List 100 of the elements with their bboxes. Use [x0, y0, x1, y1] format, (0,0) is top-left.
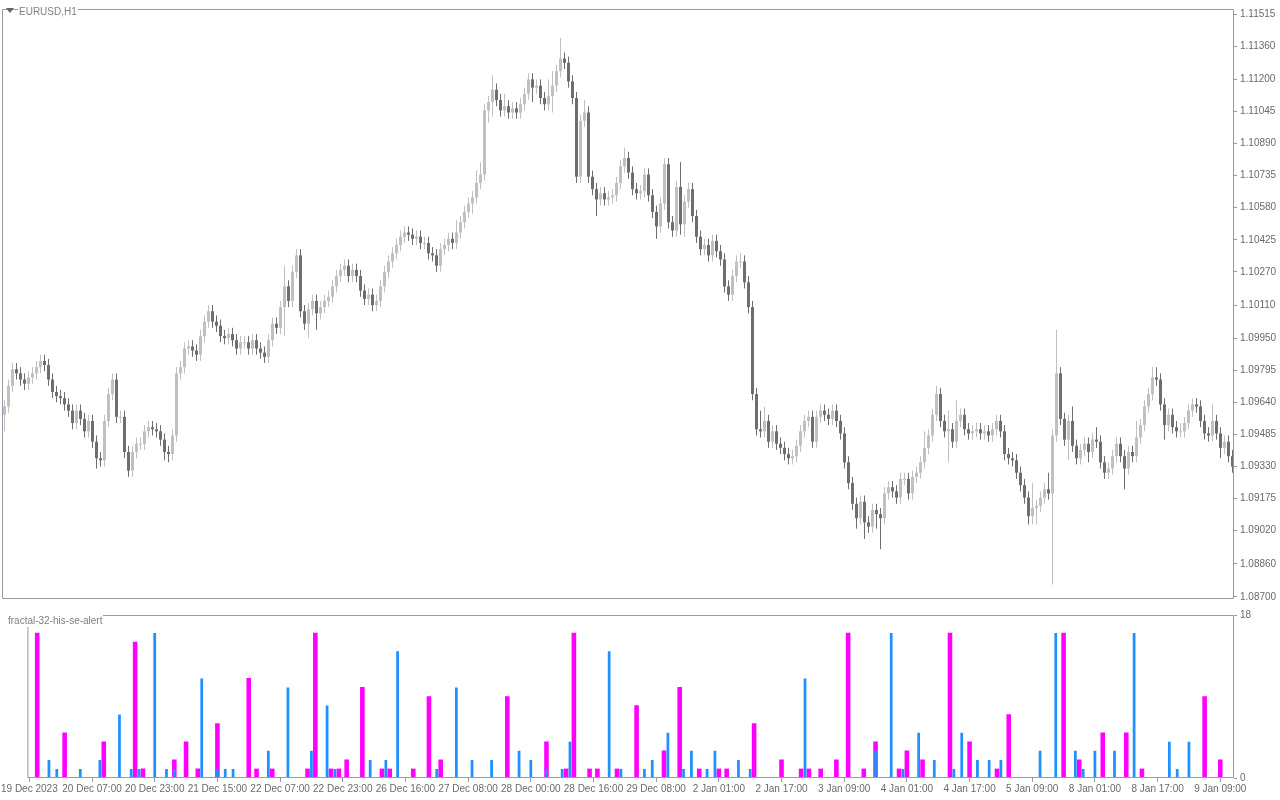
candlestick	[571, 74, 574, 105]
y-tick-label: 1.10270	[1240, 265, 1277, 277]
bar	[368, 759, 372, 778]
bar	[1218, 759, 1223, 778]
candlestick	[1199, 399, 1202, 428]
bar	[1167, 741, 1171, 778]
candlestick	[467, 196, 470, 219]
candlestick	[719, 244, 722, 267]
candlestick	[319, 300, 322, 321]
candlestick	[395, 238, 398, 260]
bar	[818, 768, 823, 778]
candlestick	[863, 494, 866, 540]
candlestick	[655, 205, 658, 240]
candlestick	[71, 403, 74, 430]
y-tick-label: 1.10425	[1240, 233, 1277, 245]
bar	[254, 768, 259, 778]
candlestick	[271, 316, 274, 347]
bar	[677, 687, 682, 778]
candlestick	[407, 225, 410, 242]
candlestick	[971, 424, 974, 441]
y-tick-label: 1.11515	[1240, 7, 1276, 19]
candlestick	[1147, 387, 1150, 414]
candlestick	[623, 147, 626, 174]
candlestick	[27, 370, 30, 391]
x-tick-label: 4 Jan 17:00	[943, 782, 997, 794]
bar	[917, 732, 921, 778]
candlestick	[1003, 424, 1006, 461]
candlestick	[143, 424, 146, 451]
bar	[587, 768, 592, 778]
bar	[1081, 768, 1085, 778]
chart-title: EURUSD,H1	[18, 6, 78, 18]
candlestick	[943, 414, 946, 439]
candlestick	[83, 412, 86, 439]
bar	[1073, 750, 1077, 778]
candlestick	[1183, 416, 1186, 439]
bar	[1113, 750, 1116, 778]
candlestick	[139, 437, 142, 451]
candlestick	[507, 99, 510, 120]
candlestick	[1099, 434, 1102, 470]
candlestick	[711, 234, 714, 263]
y-tick-label: 1.10890	[1240, 137, 1277, 149]
bar	[505, 696, 510, 778]
x-tick-label: 22 Dec 23:00	[313, 782, 373, 794]
bar	[834, 759, 839, 778]
bar	[1076, 759, 1082, 778]
y-tick-label: 1.10735	[1240, 169, 1277, 181]
candlestick	[599, 186, 602, 207]
y-tick-label: 1.09485	[1240, 428, 1277, 440]
x-tick-label: 8 Jan 17:00	[1131, 782, 1185, 794]
candlestick	[91, 414, 94, 449]
candlestick	[855, 497, 858, 530]
candlestick	[1207, 426, 1210, 443]
candlestick	[183, 341, 186, 374]
bar	[200, 678, 204, 778]
candlestick	[859, 494, 862, 525]
candlestick	[1023, 478, 1026, 505]
bar	[682, 768, 685, 778]
candlestick	[179, 360, 182, 381]
candlestick	[771, 424, 774, 449]
candlestick	[243, 335, 246, 350]
y-tick-label: 1.11045	[1240, 105, 1276, 117]
candlestick	[207, 304, 210, 329]
candlestick	[1075, 439, 1078, 465]
candlestick	[959, 408, 962, 428]
x-tick-label: 21 Dec 15:00	[187, 782, 248, 794]
candlestick	[391, 246, 394, 269]
bar	[153, 633, 157, 778]
candlestick	[339, 263, 342, 283]
candlestick	[459, 215, 462, 240]
candlestick	[231, 327, 234, 347]
candlestick	[1163, 397, 1166, 441]
candlestick	[1179, 422, 1182, 439]
candlestick	[1195, 397, 1198, 414]
candlestick	[919, 455, 922, 480]
bar	[62, 732, 67, 778]
bar	[650, 759, 654, 778]
candlestick	[907, 472, 910, 501]
candlestick	[447, 232, 450, 252]
candlestick	[131, 445, 134, 478]
candlestick	[935, 385, 938, 422]
bar	[920, 759, 925, 778]
candlestick	[839, 414, 842, 441]
candlestick	[491, 74, 494, 118]
x-tick-label: 2 Jan 01:00	[692, 782, 746, 794]
bar	[360, 687, 365, 778]
y-tick-label: 1.08700	[1240, 590, 1277, 602]
x-tick-label: 19 Dec 2023	[1, 782, 59, 794]
candlestick	[383, 265, 386, 294]
candlestick	[795, 439, 798, 463]
y-tick-label: 1.09795	[1240, 364, 1277, 375]
candlestick	[911, 470, 914, 501]
candlestick	[539, 78, 542, 105]
candlestick	[99, 451, 102, 468]
x-tick-label: 22 Dec 07:00	[250, 782, 311, 794]
bar	[987, 759, 991, 778]
bar	[960, 732, 964, 778]
candlestick	[643, 167, 646, 198]
candlestick	[1203, 414, 1206, 441]
candlestick	[687, 182, 690, 209]
bar	[313, 632, 318, 778]
